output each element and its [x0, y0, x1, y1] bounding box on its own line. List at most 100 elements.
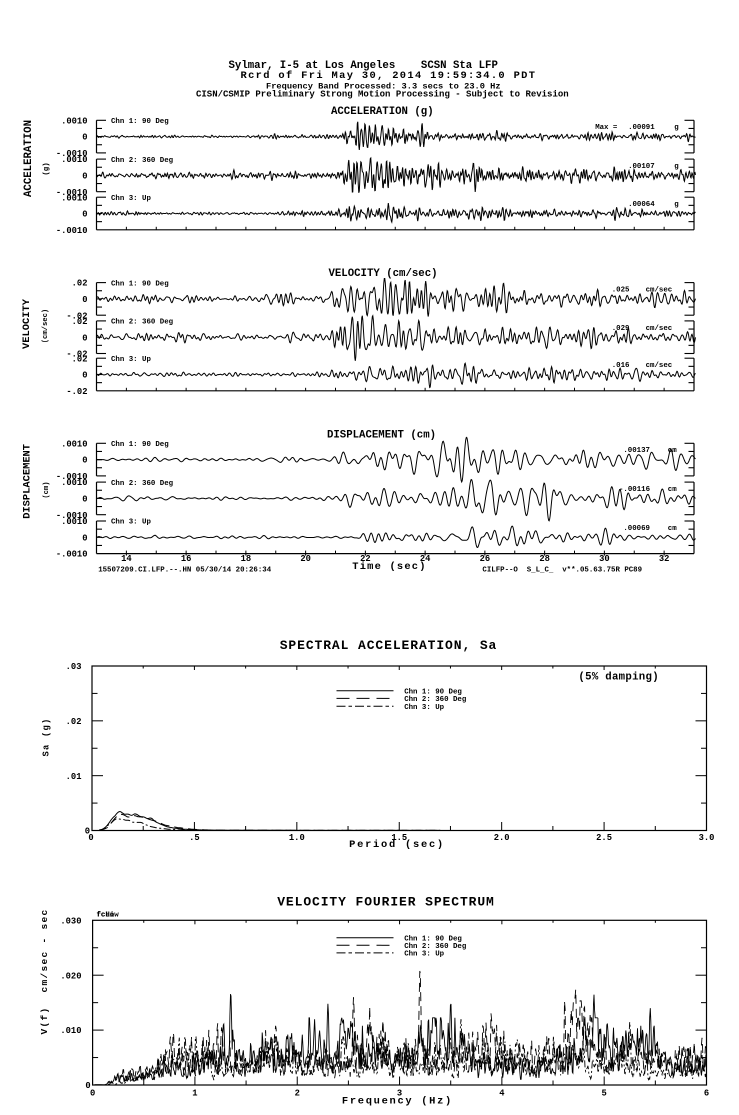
svg-text:.00069: .00069	[623, 525, 650, 533]
svg-text:fcLow: fcLow	[97, 912, 120, 920]
svg-text:3: 3	[397, 1089, 402, 1099]
svg-text:Chn 2: 360 Deg: Chn 2: 360 Deg	[111, 319, 174, 327]
svg-text:DISPLACEMENT: DISPLACEMENT	[21, 444, 33, 519]
svg-text:-.0010: -.0010	[56, 472, 88, 482]
svg-text:cm/sec: cm/sec	[646, 362, 673, 370]
svg-text:Chn 3: Up: Chn 3: Up	[404, 704, 444, 712]
svg-text:1.5: 1.5	[391, 833, 407, 843]
svg-text:0: 0	[88, 833, 93, 843]
svg-text:20: 20	[300, 554, 311, 564]
svg-text:Chn 1: 90 Deg: Chn 1: 90 Deg	[111, 441, 169, 449]
svg-text:V(f) cm/sec - sec: V(f) cm/sec - sec	[39, 908, 50, 1034]
svg-text:DISPLACEMENT (cm): DISPLACEMENT (cm)	[327, 430, 436, 442]
svg-text:VELOCITY (cm/sec): VELOCITY (cm/sec)	[328, 268, 437, 280]
svg-text:32: 32	[659, 554, 670, 564]
svg-text:1: 1	[192, 1089, 197, 1099]
svg-text:0: 0	[82, 333, 87, 343]
svg-text:14: 14	[121, 554, 132, 564]
svg-text:VELOCITY FOURIER SPECTRUM: VELOCITY FOURIER SPECTRUM	[277, 895, 495, 910]
svg-text:CILFP--O S_L_C_ v**.05.63.75: CILFP--O S_L_C_ v**.05.63.75R PC89	[482, 567, 642, 575]
svg-text:Sylmar, I-5 at Los Angeles: Sylmar, I-5 at Los Angeles SCSN Sta LFP	[229, 60, 498, 72]
svg-text:-.0010: -.0010	[56, 550, 88, 560]
svg-text:Chn 1: 90 Deg: Chn 1: 90 Deg	[404, 936, 462, 944]
svg-text:.00137: .00137	[623, 447, 650, 455]
svg-text:g: g	[674, 124, 679, 132]
svg-text:.0010: .0010	[61, 116, 87, 126]
svg-text:Chn 3: Up: Chn 3: Up	[111, 356, 151, 364]
svg-text:.00064: .00064	[628, 201, 655, 209]
svg-text:-.02: -.02	[66, 387, 87, 397]
svg-text:Chn 3: Up: Chn 3: Up	[404, 951, 444, 959]
svg-text:Chn 2: 360 Deg: Chn 2: 360 Deg	[404, 943, 467, 951]
svg-text:Chn 3: Up: Chn 3: Up	[111, 195, 151, 203]
svg-text:18: 18	[241, 554, 252, 564]
svg-text:2.5: 2.5	[596, 833, 612, 843]
svg-text:3.0: 3.0	[699, 833, 715, 843]
svg-text:0: 0	[82, 133, 87, 143]
svg-text:cm/sec: cm/sec	[646, 325, 673, 333]
svg-text:VELOCITY: VELOCITY	[21, 298, 33, 349]
svg-text:Chn 1: 90 Deg: Chn 1: 90 Deg	[111, 118, 169, 126]
svg-text:.03: .03	[66, 662, 82, 672]
svg-text:Chn 2: 360 Deg: Chn 2: 360 Deg	[111, 480, 174, 488]
svg-text:(5% damping): (5% damping)	[578, 672, 659, 684]
svg-text:.016: .016	[612, 362, 630, 370]
svg-text:0: 0	[82, 495, 87, 505]
svg-text:Max =: Max =	[595, 124, 618, 132]
svg-text:.01: .01	[66, 772, 82, 782]
svg-text:Period (sec): Period (sec)	[349, 839, 445, 851]
svg-text:0: 0	[82, 533, 87, 543]
svg-text:0: 0	[85, 1081, 90, 1091]
svg-text:6: 6	[704, 1089, 709, 1099]
svg-text:26: 26	[480, 554, 491, 564]
svg-text:16: 16	[181, 554, 192, 564]
svg-text:15507209.CI.LFP.--.HN 05/30/14: 15507209.CI.LFP.--.HN 05/30/14 20:26:34	[98, 567, 272, 575]
svg-text:(g): (g)	[43, 162, 51, 175]
svg-text:.00091: .00091	[628, 124, 655, 132]
svg-text:.0010: .0010	[61, 478, 87, 488]
svg-text:0: 0	[90, 1089, 95, 1099]
svg-text:1.0: 1.0	[289, 833, 305, 843]
svg-text:(cm): (cm)	[43, 481, 51, 498]
svg-text:-.0010: -.0010	[56, 226, 88, 236]
svg-text:(cm/sec): (cm/sec)	[42, 309, 50, 344]
svg-text:-.0010: -.0010	[56, 511, 88, 521]
svg-text:.030: .030	[60, 916, 81, 926]
svg-text:Rcrd of Fri May 30, 2014 19:59: Rcrd of Fri May 30, 2014 19:59:34.0 PDT	[241, 70, 537, 82]
svg-text:cm: cm	[668, 525, 677, 533]
svg-text:fcHi: fcHi	[97, 912, 115, 920]
svg-text:-.0010: -.0010	[56, 188, 88, 198]
svg-text:4: 4	[499, 1089, 505, 1099]
svg-text:0: 0	[82, 295, 87, 305]
svg-text:CISN/CSMIP Preliminary Strong: CISN/CSMIP Preliminary Strong Motion Pro…	[196, 90, 569, 100]
svg-text:ACCELERATION: ACCELERATION	[23, 120, 35, 197]
svg-text:cm/sec: cm/sec	[646, 287, 673, 295]
svg-text:SPECTRAL ACCELERATION, Sa: SPECTRAL ACCELERATION, Sa	[280, 638, 498, 653]
svg-text:0: 0	[82, 210, 87, 220]
svg-text:.02: .02	[66, 717, 82, 727]
svg-text:Chn 1: 90 Deg: Chn 1: 90 Deg	[404, 689, 462, 697]
svg-text:.02: .02	[72, 279, 88, 289]
svg-text:g: g	[674, 163, 679, 171]
svg-text:-.0010: -.0010	[56, 149, 88, 159]
svg-text:.029: .029	[612, 325, 630, 333]
svg-text:2: 2	[295, 1089, 300, 1099]
svg-text:-.02: -.02	[66, 350, 87, 360]
svg-text:cm: cm	[668, 447, 677, 455]
svg-text:28: 28	[539, 554, 550, 564]
svg-text:22: 22	[360, 554, 371, 564]
svg-text:.0010: .0010	[61, 155, 87, 165]
svg-text:Chn 2: 360 Deg: Chn 2: 360 Deg	[111, 157, 174, 165]
svg-text:.020: .020	[60, 971, 81, 981]
svg-text:.00107: .00107	[628, 163, 655, 171]
svg-text:Chn 1: 90 Deg: Chn 1: 90 Deg	[111, 280, 169, 288]
svg-text:.02: .02	[72, 354, 88, 364]
svg-text:.02: .02	[72, 317, 88, 327]
svg-text:Sa (g): Sa (g)	[41, 718, 51, 757]
svg-text:2.0: 2.0	[494, 833, 510, 843]
svg-text:Chn 3: Up: Chn 3: Up	[111, 519, 151, 527]
svg-text:Time (sec): Time (sec)	[352, 561, 426, 573]
svg-text:Chn 2: 360 Deg: Chn 2: 360 Deg	[404, 696, 467, 704]
svg-text:Frequency (Hz): Frequency (Hz)	[342, 1096, 453, 1108]
svg-text:0: 0	[85, 827, 90, 837]
